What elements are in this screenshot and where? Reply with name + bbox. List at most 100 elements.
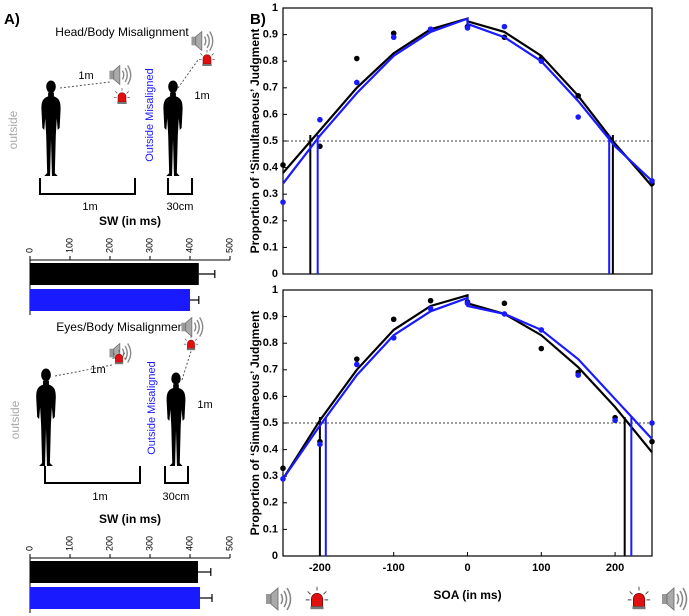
y-tick-label: 0.2 xyxy=(263,215,278,227)
data-point xyxy=(538,327,545,333)
person xyxy=(166,372,186,466)
data-point xyxy=(390,34,397,41)
y-tick-label: 0.1 xyxy=(263,241,278,253)
x-tick-label: 0 xyxy=(24,546,34,551)
data-point xyxy=(390,335,397,341)
width-label: 1m xyxy=(92,491,107,503)
distance-label: 1m xyxy=(90,364,105,376)
sight-line xyxy=(59,81,111,89)
bar xyxy=(30,587,200,609)
y-tick-label: 0 xyxy=(272,550,278,562)
data-point xyxy=(501,23,508,30)
chart-title: SW (in ms) xyxy=(99,214,161,228)
width-label: 30cm xyxy=(167,201,194,213)
x-tick-label: 100 xyxy=(64,536,74,551)
y-tick-label: 0 xyxy=(272,268,278,280)
bar xyxy=(30,561,198,583)
light xyxy=(183,335,199,351)
x-tick-label: 0 xyxy=(24,248,34,253)
chart-title: SW (in ms) xyxy=(99,512,161,526)
data-point xyxy=(538,58,545,64)
data-point xyxy=(317,441,323,448)
y-tick-label: 0.9 xyxy=(263,29,278,41)
data-point xyxy=(575,114,581,120)
y-tick-label: 1 xyxy=(272,284,278,296)
y-tick-label: 0.7 xyxy=(263,82,278,94)
data-point xyxy=(354,55,360,62)
x-tick-label: 100 xyxy=(532,562,550,574)
data-point xyxy=(427,305,434,312)
condition-label: Outside Misaligned xyxy=(146,361,158,455)
y-tick-label: 0.6 xyxy=(263,108,278,120)
sight-line xyxy=(181,347,193,381)
data-point xyxy=(280,465,286,472)
data-point xyxy=(649,438,655,445)
y-tick-label: 0.7 xyxy=(263,364,278,376)
y-axis-label: Proportion of ‘Simultaneous’ Judgment xyxy=(248,29,262,254)
y-tick-label: 0.3 xyxy=(263,470,278,482)
x-tick-label: -100 xyxy=(383,562,405,574)
data-point xyxy=(575,372,581,378)
x-tick-label: 200 xyxy=(104,536,114,551)
data-point xyxy=(427,26,434,33)
data-point xyxy=(280,476,286,482)
y-tick-label: 0.2 xyxy=(263,497,278,509)
fit-curve xyxy=(282,17,653,187)
data-point xyxy=(390,30,397,37)
data-point xyxy=(464,25,471,31)
x-tick-label: 100 xyxy=(64,238,74,253)
panel-label: B) xyxy=(250,11,266,28)
y-tick-label: 0.3 xyxy=(263,188,278,200)
bar xyxy=(30,263,199,285)
data-point xyxy=(354,361,360,368)
light xyxy=(305,586,329,610)
y-tick-label: 1 xyxy=(272,2,278,14)
light xyxy=(627,586,651,610)
data-point xyxy=(427,297,434,304)
data-point xyxy=(317,116,323,123)
data-point xyxy=(464,300,471,307)
x-tick-label: 500 xyxy=(224,238,234,253)
distance-label: 1m xyxy=(194,90,209,102)
x-tick-label: 200 xyxy=(606,562,624,574)
fit-curve xyxy=(282,293,653,480)
person xyxy=(163,80,183,176)
light xyxy=(198,49,216,67)
data-point xyxy=(280,162,286,168)
distance-label: 1m xyxy=(78,70,93,82)
diagram-title: Head/Body Misalignment xyxy=(55,25,189,39)
data-point xyxy=(354,356,360,362)
fit-curve xyxy=(282,17,653,185)
speaker xyxy=(661,587,688,611)
y-tick-label: 0.4 xyxy=(263,162,279,174)
x-tick-label: 300 xyxy=(144,536,154,551)
data-point xyxy=(575,92,581,99)
width-label: 30cm xyxy=(163,491,190,503)
condition-label: outside xyxy=(6,110,20,149)
condition-label: Outside Misaligned xyxy=(144,68,156,162)
light xyxy=(113,87,131,105)
x-axis-label: SOA (in ms) xyxy=(433,588,501,602)
y-axis-label: Proportion of ‘Simultaneous’ Judgment xyxy=(248,311,262,536)
y-tick-label: 0.5 xyxy=(263,417,278,429)
x-tick-label: 0 xyxy=(464,562,470,574)
panel-label: A) xyxy=(4,11,20,28)
y-tick-label: 0.8 xyxy=(263,337,278,349)
person xyxy=(41,80,61,176)
x-tick-label: 300 xyxy=(144,238,154,253)
bracket xyxy=(39,178,193,195)
y-tick-label: 0.1 xyxy=(263,523,278,535)
data-point xyxy=(280,199,286,205)
x-tick-label: 200 xyxy=(104,238,114,253)
width-label: 1m xyxy=(82,201,97,213)
x-tick-label: 500 xyxy=(224,536,234,551)
data-point xyxy=(649,420,655,426)
sight-line xyxy=(54,364,113,377)
data-point xyxy=(612,417,618,424)
data-point xyxy=(501,311,508,317)
speaker xyxy=(265,587,292,611)
y-tick-label: 0.4 xyxy=(263,444,279,456)
data-point xyxy=(390,316,397,323)
x-tick-label: 400 xyxy=(184,238,194,253)
